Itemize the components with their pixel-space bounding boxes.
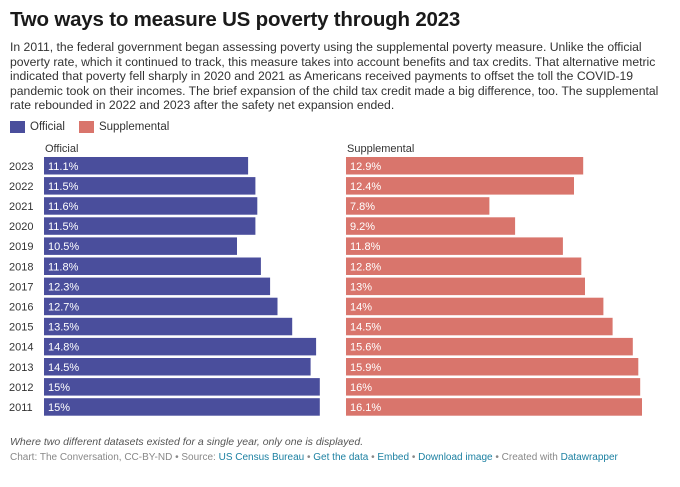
year-label: 2015 [9,322,33,334]
year-label: 2018 [9,261,33,273]
chart-footer: Chart: The Conversation, CC-BY-ND • Sour… [10,452,618,463]
chart-title: Two ways to measure US poverty through 2… [10,8,461,31]
supplemental-value-label: 16.1% [350,402,381,414]
year-label: 2023 [9,161,33,173]
year-label: 2016 [9,301,33,313]
supplemental-bar [346,337,633,356]
footer-separator: • [409,452,419,463]
supplemental-value-label: 12.8% [350,261,381,273]
footer-separator: • [304,452,314,463]
legend-swatch-supplemental [78,121,94,133]
year-label: 2020 [9,221,33,233]
official-bar [44,277,271,296]
bar-chart: Official Supplemental 2023 2022 2021 2020 2019… [9,143,642,416]
footer-credit: Chart: The Conversation, CC-BY-ND • Sour… [10,452,219,463]
chart-description: In 2011, the federal government began as… [10,40,659,113]
year-label: 2021 [9,201,33,213]
chart-note: Where two different datasets existed for… [10,436,364,448]
official-bar [44,237,237,255]
year-label: 2014 [9,342,33,354]
supplemental-bar [346,237,563,255]
official-bar [44,398,320,416]
official-value-label: 12.7% [48,301,79,313]
supplemental-value-label: 15.6% [350,342,381,354]
official-bar [44,378,320,396]
official-bar [44,257,261,275]
official-value-label: 12.3% [48,281,79,293]
supplemental-bar [346,197,490,215]
legend-label-official: Official [30,121,65,133]
footer-separator: • [368,452,378,463]
datawrapper-link[interactable]: Datawrapper [560,452,618,463]
official-value-label: 11.5% [48,221,79,233]
supplemental-bar [346,378,641,396]
supplemental-value-label: 12.4% [350,181,381,193]
supplemental-bar [346,157,584,175]
supplemental-value-label: 13% [350,281,372,293]
embed-link[interactable]: Embed [377,452,410,463]
official-value-label: 11.6% [48,201,79,213]
official-bar [44,157,249,175]
supplemental-bar [346,358,639,376]
official-bar [44,297,278,316]
supplemental-value-label: 7.8% [350,201,375,213]
supplemental-value-label: 12.9% [350,161,381,173]
supplemental-bar [346,217,516,235]
legend-item-official: Official [10,121,65,133]
supplemental-bar [346,398,642,416]
year-label: 2019 [9,241,33,253]
official-value-label: 11.8% [48,261,79,273]
supplemental-bar [346,317,613,336]
year-label: 2017 [9,281,33,293]
supplemental-value-label: 9.2% [350,221,375,233]
panel-title-official: Official [45,143,78,155]
official-value-label: 11.1% [48,161,79,173]
source-link[interactable]: US Census Bureau [218,452,305,463]
supplemental-bar [346,177,574,195]
supplemental-value-label: 14.5% [350,322,381,334]
official-bar [44,197,258,215]
official-value-label: 10.5% [48,241,79,253]
supplemental-bar [346,257,582,275]
panel-title-supplemental: Supplemental [347,143,414,155]
official-value-label: 15% [48,402,70,414]
year-label: 2011 [9,402,33,414]
official-bar [44,358,311,376]
download-image-link[interactable]: Download image [418,452,493,463]
legend-swatch-official [10,121,25,133]
legend-label-supplemental: Supplemental [98,121,170,133]
supplemental-value-label: 11.8% [350,241,381,253]
get-data-link[interactable]: Get the data [313,452,369,463]
official-bar [44,317,293,336]
official-value-label: 14.8% [48,342,79,354]
supplemental-bar [346,277,585,296]
year-label: 2013 [9,362,33,374]
supplemental-bar [346,297,604,316]
official-value-label: 11.5% [48,181,79,193]
year-label: 2022 [9,181,33,193]
official-value-label: 14.5% [48,362,79,374]
year-label: 2012 [9,382,33,394]
footer-created-with: • Created with [492,452,561,463]
official-bar [44,177,256,195]
official-value-label: 13.5% [48,322,79,334]
official-bar [44,337,317,356]
supplemental-value-label: 16% [350,382,372,394]
supplemental-value-label: 14% [350,301,372,313]
official-bar [44,217,256,235]
legend-item-supplemental: Supplemental [78,121,170,133]
legend: Official Supplemental [10,121,183,133]
supplemental-value-label: 15.9% [350,362,381,374]
official-value-label: 15% [48,382,70,394]
